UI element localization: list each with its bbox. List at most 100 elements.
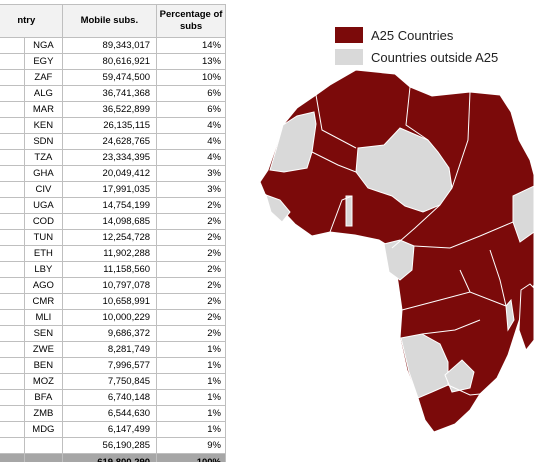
table-row: SDN 24,628,765 4% [0,133,226,150]
country-name-cell [0,85,26,102]
country-code-cell: MDG [24,421,63,438]
country-code-cell: MLI [24,309,63,326]
mobile-subs-cell: 11,902,288 [61,245,158,262]
mobile-subs-cell: 36,522,899 [61,101,158,118]
table-row: COD 14,098,685 2% [0,213,226,230]
country-code-cell: NGA [24,37,63,54]
country-code-cell: KEN [24,117,63,134]
country-code-cell: LBY [24,261,63,278]
country-code-cell [24,437,63,454]
mobile-subs-cell: 7,996,577 [61,357,158,374]
percentage-cell: 4% [156,149,226,166]
mobile-subs-cell: 9,686,372 [61,325,158,342]
mobile-subs-cell: 17,991,035 [61,181,158,198]
table-row: TZA 23,334,395 4% [0,149,226,166]
country-name-cell [0,261,26,278]
table-row: ZMB 6,544,630 1% [0,405,226,422]
legend-label-outside: Countries outside A25 [371,49,499,65]
mobile-subs-cell: 56,190,285 [61,437,158,454]
horn-somalia [512,185,534,243]
country-name-cell [0,421,26,438]
country-name-cell [0,69,26,86]
percentage-cell: 1% [156,357,226,374]
mobile-subs-cell: 6,147,499 [61,421,158,438]
percentage-cell: 2% [156,277,226,294]
country-name-cell: o [0,389,26,406]
table-row: LBY 11,158,560 2% [0,261,226,278]
table-row: ZWE 8,281,749 1% [0,341,226,358]
malawi [505,298,515,332]
percentage-cell: 2% [156,325,226,342]
table-row: SEN 9,686,372 2% [0,325,226,342]
mobile-subs-cell: 8,281,749 [61,341,158,358]
country-name-cell [0,37,26,54]
table-row: 56,190,285 9% [0,437,226,454]
table-row: ETH 11,902,288 2% [0,245,226,262]
country-name-cell: e [0,181,26,198]
country-name-cell [0,293,26,310]
country-code-cell: CMR [24,293,63,310]
total-name-cell [0,453,26,462]
total-subs-cell: 619,800,290 [61,453,158,462]
country-code-cell: COD [24,213,63,230]
south-africa-north-strip [444,359,475,393]
country-name-cell [0,117,26,134]
legend-label-a25: A25 Countries [371,27,454,43]
percentage-cell: 1% [156,421,226,438]
country-name-cell [0,165,26,182]
percentage-cell: 2% [156,261,226,278]
western-sahara-mauritania [269,111,317,173]
niger-chad-car [355,127,453,213]
percentage-cell: 14% [156,37,226,54]
table-row: ALG 36,741,368 6% [0,85,226,102]
table-row: KEN 26,135,115 4% [0,117,226,134]
percentage-cell: 9% [156,437,226,454]
country-name-cell [0,149,26,166]
table-header-row: ntry Mobile subs. Percentage of subs [0,4,226,38]
country-borders [311,86,514,396]
country-code-cell: SEN [24,325,63,342]
table-row: AGO 10,797,078 2% [0,277,226,294]
percentage-cell: 4% [156,133,226,150]
mobile-subs-cell: 6,544,630 [61,405,158,422]
country-name-cell [0,53,26,70]
country-code-cell: AGO [24,277,63,294]
country-code-cell: MAR [24,101,63,118]
table-row: MAR 36,522,899 6% [0,101,226,118]
percentage-cell: 2% [156,229,226,246]
mobile-subs-cell: 12,254,728 [61,229,158,246]
country-code-cell: ZWE [24,341,63,358]
country-code-cell: SDN [24,133,63,150]
country-code-cell: TUN [24,229,63,246]
percentage-cell: 6% [156,85,226,102]
mobile-subs-cell: 80,616,921 [61,53,158,70]
table-row: MLI 10,000,229 2% [0,309,226,326]
table-body: NGA 89,343,017 14% EGY 80,616,921 13% ZAF 59,47… [0,37,226,454]
country-name-cell [0,245,26,262]
country-code-cell: ZMB [24,405,63,422]
mobile-subs-cell: 23,334,395 [61,149,158,166]
madagascar [518,283,534,352]
legend-swatch-a25 [335,27,363,43]
total-code-cell [24,453,63,462]
togo-strip [345,195,353,227]
percentage-cell: 6% [156,101,226,118]
percentage-cell: 2% [156,197,226,214]
percentage-cell: 1% [156,405,226,422]
country-name-cell [0,357,26,374]
west-africa-small [265,194,291,223]
map-legend: A25 Countries Countries outside A25 [335,24,498,68]
country-code-cell: CIV [24,181,63,198]
country-code-cell: GHA [24,165,63,182]
mobile-subs-cell: 11,158,560 [61,261,158,278]
country-code-cell: MOZ [24,373,63,390]
subscribers-table-panel: ntry Mobile subs. Percentage of subs NGA… [0,0,238,462]
country-name-cell [0,197,26,214]
table-row: GHA 20,049,412 3% [0,165,226,182]
total-row: 619,800,290 100% [0,453,226,462]
mobile-subs-cell: 6,740,148 [61,389,158,406]
header-mobile-subs: Mobile subs. [61,4,158,38]
table-row: TUN 12,254,728 2% [0,229,226,246]
